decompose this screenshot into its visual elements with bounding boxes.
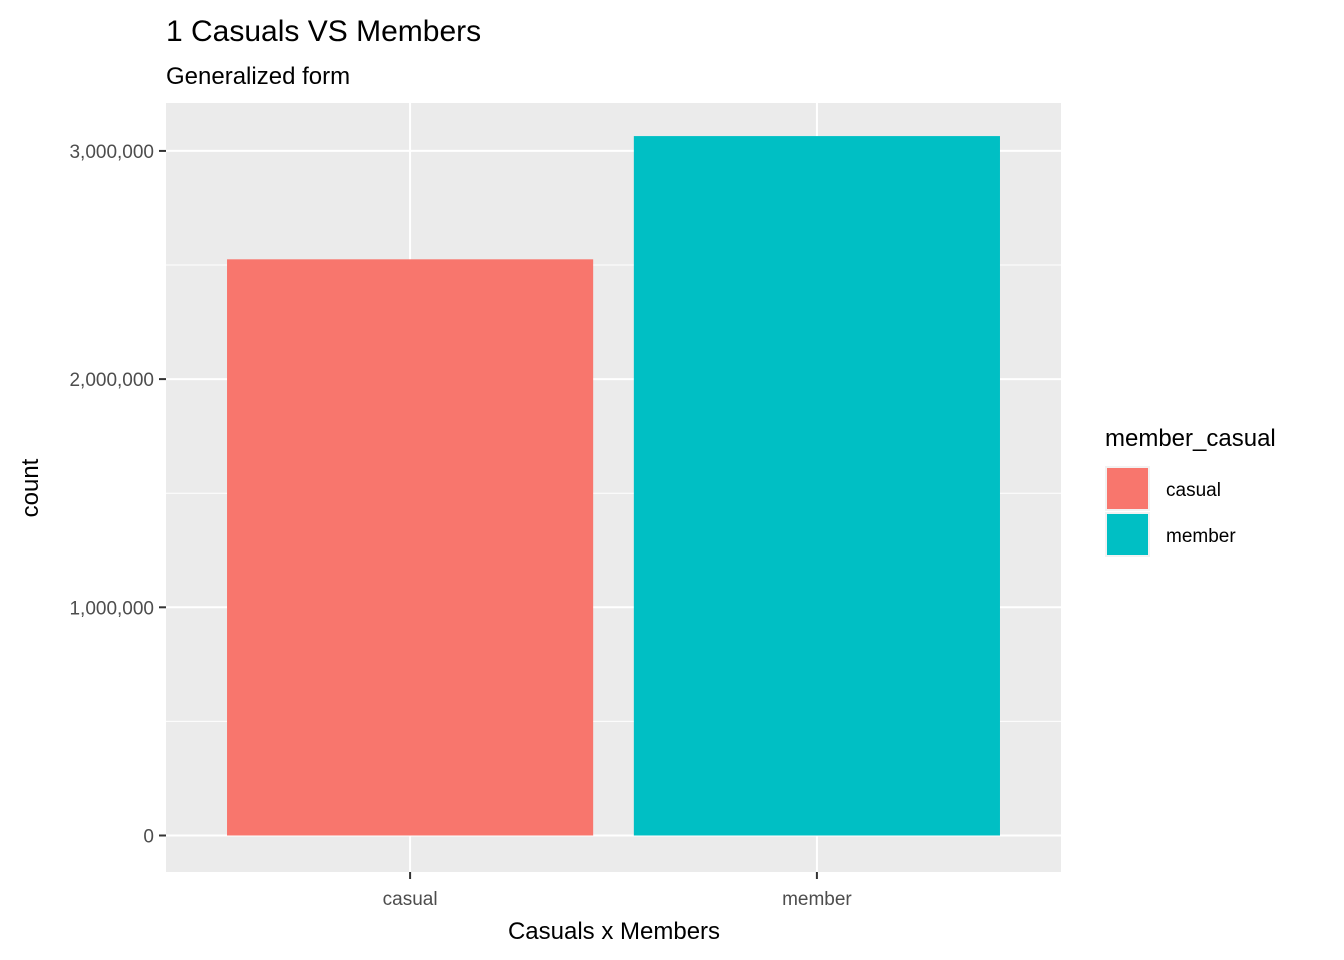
y-tick-label: 1,000,000 bbox=[69, 598, 154, 619]
y-axis-title: count bbox=[17, 458, 44, 517]
x-tick-label: member bbox=[782, 889, 852, 910]
legend-entries: casual member bbox=[1105, 466, 1236, 557]
y-axis: 0 1,000,000 2,000,000 3,000,000 bbox=[69, 142, 166, 847]
x-axis: casual member bbox=[383, 872, 852, 910]
legend: member_casual casual member bbox=[1105, 425, 1276, 557]
bar-member bbox=[633, 136, 1000, 836]
legend-title: member_casual bbox=[1105, 425, 1276, 452]
bars bbox=[227, 136, 1000, 836]
legend-label-member: member bbox=[1166, 526, 1236, 547]
chart-title: 1 Casuals VS Members bbox=[166, 15, 481, 48]
x-axis-title: Casuals x Members bbox=[508, 918, 720, 945]
x-tick-label: casual bbox=[383, 889, 438, 910]
y-tick-label: 0 bbox=[143, 826, 154, 847]
legend-key-member bbox=[1107, 514, 1148, 555]
legend-label-casual: casual bbox=[1166, 480, 1221, 501]
legend-key-casual bbox=[1107, 468, 1148, 509]
bar-casual bbox=[227, 259, 594, 836]
y-tick-label: 2,000,000 bbox=[69, 370, 154, 391]
y-tick-label: 3,000,000 bbox=[69, 142, 154, 163]
chart-subtitle: Generalized form bbox=[166, 63, 350, 90]
